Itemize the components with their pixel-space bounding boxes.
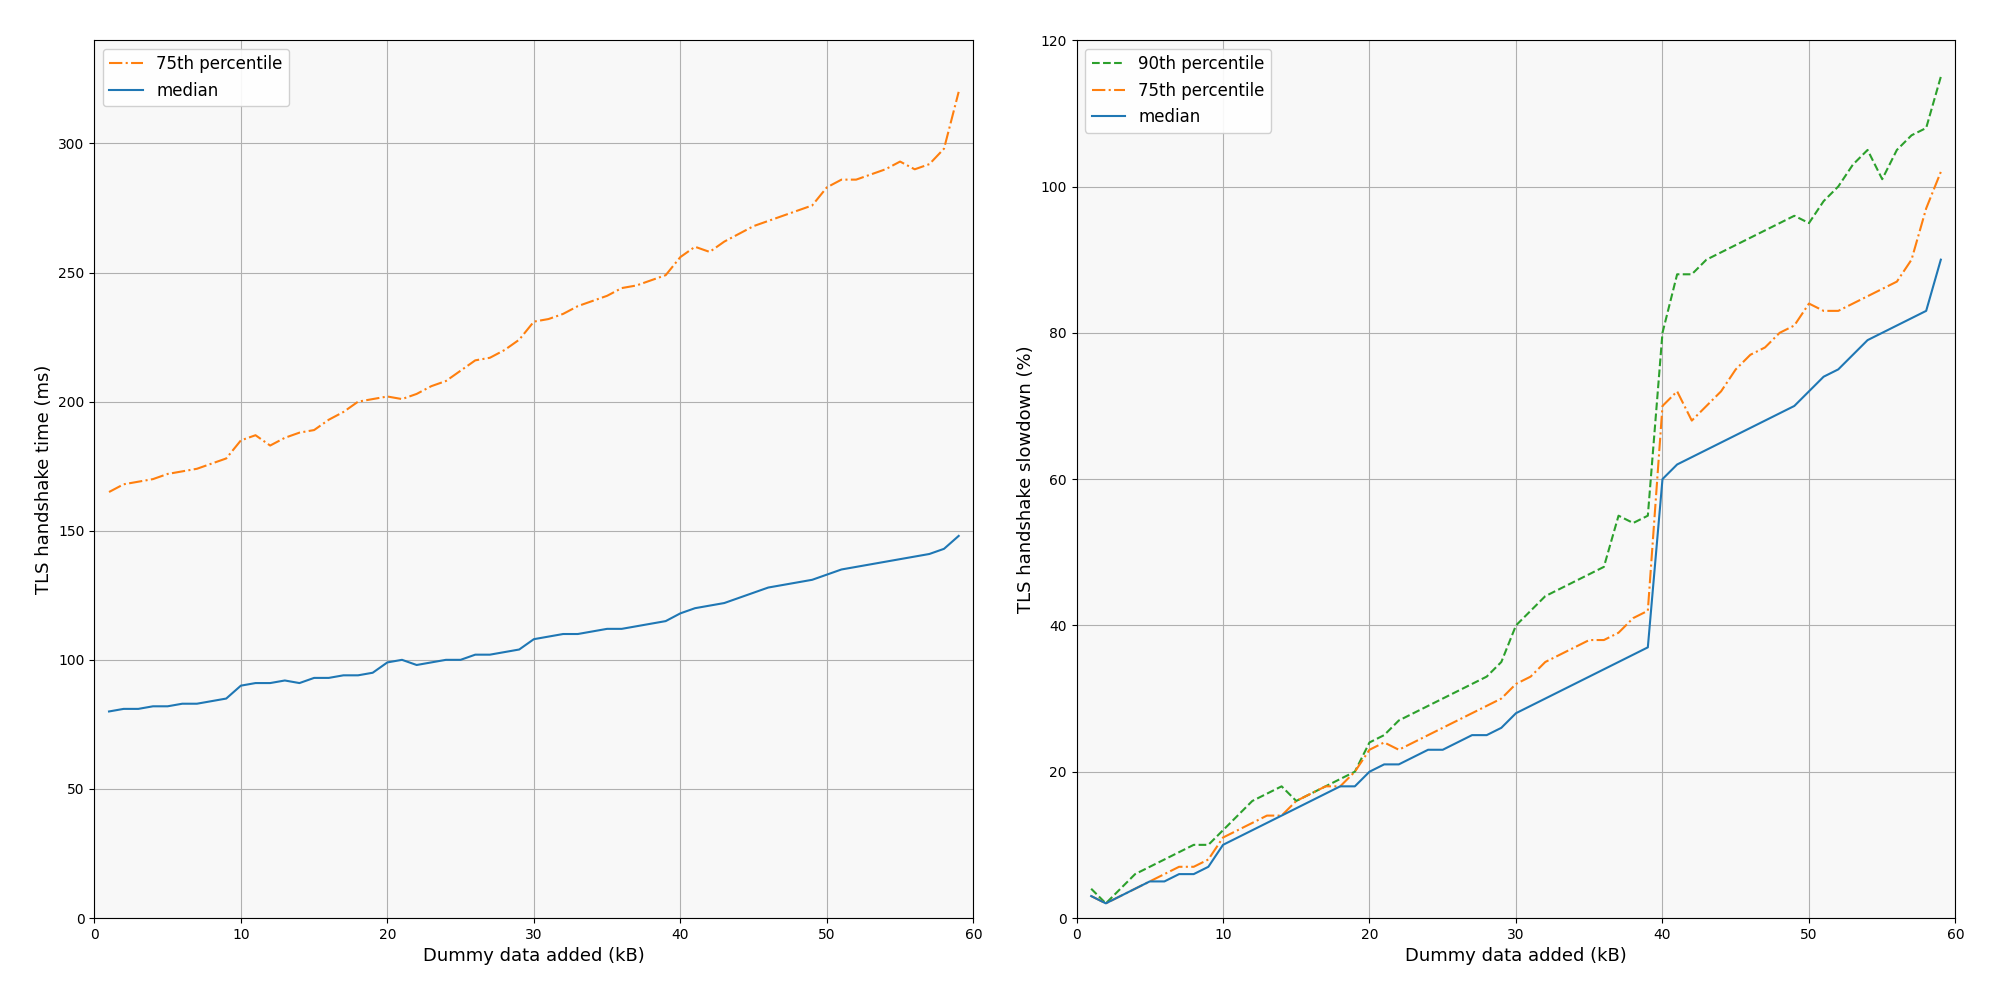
- 75th percentile: [186, 463, 210, 475]
- X-axis label: Dummy data added (kB): Dummy data added (kB): [424, 947, 645, 965]
- 75th percentile: [1123, 883, 1147, 895]
- 75th percentile: [1532, 656, 1556, 668]
- 90th percentile: [1181, 839, 1205, 851]
- median: [1225, 832, 1249, 844]
- 75th percentile: [1313, 780, 1337, 792]
- median: [711, 597, 735, 609]
- 75th percentile: [228, 434, 252, 446]
- median: [1313, 788, 1337, 800]
- median: [126, 703, 150, 715]
- median: [1928, 254, 1952, 266]
- 75th percentile: [711, 236, 735, 248]
- median: [186, 698, 210, 710]
- 90th percentile: [1928, 71, 1952, 83]
- median: [1181, 868, 1205, 880]
- median: [947, 530, 971, 542]
- 90th percentile: [1313, 780, 1337, 792]
- 75th percentile: [98, 486, 122, 498]
- 90th percentile: [1532, 590, 1556, 602]
- 75th percentile: [316, 414, 340, 426]
- Y-axis label: TLS handshake time (ms): TLS handshake time (ms): [34, 364, 52, 594]
- median: [1093, 897, 1117, 909]
- median: [98, 705, 122, 717]
- Legend: 90th percentile, 75th percentile, median: 90th percentile, 75th percentile, median: [1085, 49, 1271, 133]
- 90th percentile: [1079, 883, 1103, 895]
- median: [535, 631, 559, 643]
- Line: median: median: [1091, 260, 1940, 903]
- 90th percentile: [1123, 868, 1147, 880]
- 75th percentile: [535, 313, 559, 325]
- 75th percentile: [947, 86, 971, 98]
- 75th percentile: [1181, 861, 1205, 873]
- median: [1079, 890, 1103, 902]
- 90th percentile: [1225, 810, 1249, 822]
- 90th percentile: [1708, 246, 1732, 258]
- median: [1123, 883, 1147, 895]
- 90th percentile: [1093, 897, 1117, 909]
- 75th percentile: [1225, 824, 1249, 836]
- Line: 75th percentile: 75th percentile: [110, 92, 959, 492]
- X-axis label: Dummy data added (kB): Dummy data added (kB): [1405, 947, 1626, 965]
- 75th percentile: [1708, 385, 1732, 397]
- median: [228, 680, 252, 692]
- 75th percentile: [1093, 897, 1117, 909]
- median: [1532, 693, 1556, 705]
- 75th percentile: [126, 476, 150, 488]
- Y-axis label: TLS handshake slowdown (%): TLS handshake slowdown (%): [1017, 345, 1035, 613]
- Legend: 75th percentile, median: 75th percentile, median: [102, 49, 290, 106]
- median: [1708, 437, 1732, 449]
- 75th percentile: [1928, 166, 1952, 178]
- Line: median: median: [110, 536, 959, 711]
- 75th percentile: [1079, 890, 1103, 902]
- median: [316, 672, 340, 684]
- Line: 90th percentile: 90th percentile: [1091, 77, 1940, 903]
- Line: 75th percentile: 75th percentile: [1091, 172, 1940, 903]
